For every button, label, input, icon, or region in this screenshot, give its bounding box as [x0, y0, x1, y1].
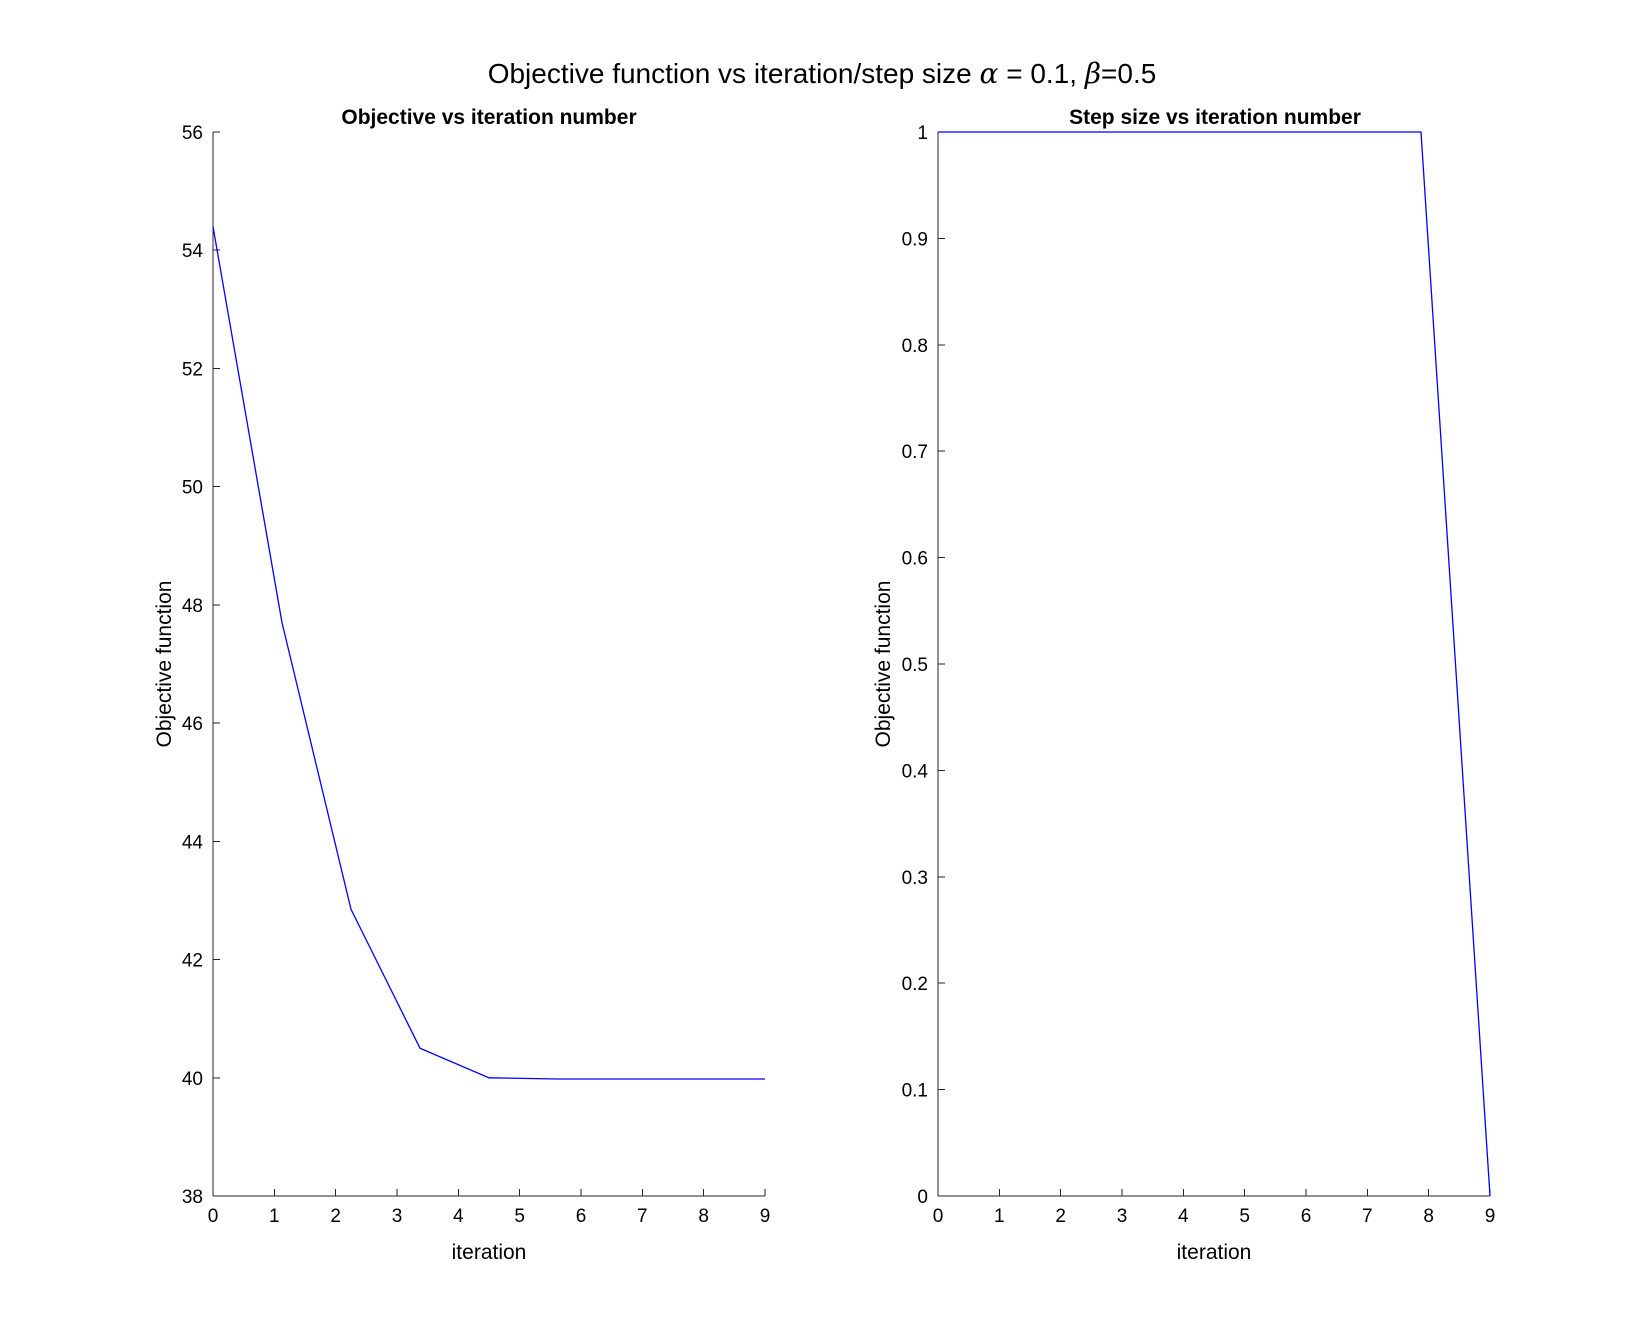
- beta-value: =0.5: [1101, 58, 1156, 89]
- subplot-step-size-x-tick-label: 6: [1301, 1206, 1312, 1227]
- figure-suptitle: Objective function vs iteration/step siz…: [488, 57, 1157, 90]
- subplot-step-size-y-tick-label: 0.6: [902, 549, 928, 570]
- subplot-objective-x-tick-label: 0: [208, 1206, 219, 1227]
- subplot-step-size-y-label: Objective function: [872, 581, 895, 748]
- subplot-step-size-line: [938, 131, 1491, 1197]
- subplot-step-size: Step size vs iteration number 0 1 2 3 4 5 6 7 8 9…: [872, 106, 1495, 1264]
- subplot-step-size-y-tick-label: 0.1: [902, 1081, 928, 1102]
- subplot-objective-x-tick-label: 7: [637, 1206, 648, 1227]
- subplot-objective-x-tick-label: 1: [269, 1206, 280, 1227]
- subplot-objective-y-tick-label: 56: [182, 123, 203, 144]
- subplot-step-size-x-tick-label: 1: [994, 1206, 1005, 1227]
- subplot-step-size-x-tick-label: 7: [1362, 1206, 1373, 1227]
- alpha-value: = 0.1,: [998, 58, 1084, 89]
- subplot-objective-x-tick-label: 2: [330, 1206, 341, 1227]
- subplot-step-size-title: Step size vs iteration number: [1069, 106, 1361, 129]
- subplot-step-size-x-tick-label: 0: [933, 1206, 944, 1227]
- subplot-objective-x-ticks: 0 1 2 3 4 5 6 7 8 9: [208, 1189, 771, 1227]
- subplot-objective-y-tick-label: 54: [182, 241, 204, 262]
- suptitle-prefix: Objective function vs iteration/step siz…: [488, 58, 980, 89]
- subplot-objective-title: Objective vs iteration number: [341, 106, 636, 129]
- subplot-step-size-y-ticks: 0 0.1 0.2 0.3 0.4 0.5 0.6 0.7 0.8 0.9 1: [902, 123, 945, 1208]
- beta-symbol: β: [1084, 57, 1101, 90]
- subplot-objective-y-tick-label: 38: [182, 1187, 203, 1208]
- subplot-step-size-y-tick-label: 1: [917, 123, 928, 144]
- subplot-objective-y-ticks: 38 40 42 44 46 48 50 52 54 56: [182, 123, 220, 1208]
- subplot-objective-x-label: iteration: [452, 1241, 527, 1264]
- subplot-step-size-y-tick-label: 0.8: [902, 336, 928, 357]
- subplot-step-size-x-tick-label: 8: [1423, 1206, 1434, 1227]
- subplot-objective-y-tick-label: 48: [182, 596, 203, 617]
- subplot-objective-x-tick-label: 9: [760, 1206, 771, 1227]
- subplot-step-size-y-tick-label: 0.5: [902, 655, 928, 676]
- subplot-step-size-y-tick-label: 0.9: [902, 229, 928, 250]
- subplot-objective-x-tick-label: 4: [453, 1206, 464, 1227]
- subplot-step-size-y-tick-label: 0: [917, 1187, 928, 1208]
- subplot-step-size-x-tick-label: 3: [1117, 1206, 1128, 1227]
- subplot-step-size-x-label: iteration: [1177, 1241, 1252, 1264]
- subplot-step-size-x-tick-label: 5: [1239, 1206, 1250, 1227]
- subplot-step-size-y-tick-label: 0.3: [902, 868, 928, 889]
- subplot-step-size-y-tick-label: 0.7: [902, 442, 928, 463]
- subplot-step-size-x-tick-label: 9: [1485, 1206, 1496, 1227]
- subplot-objective-x-tick-label: 6: [576, 1206, 587, 1227]
- subplot-objective-y-tick-label: 40: [182, 1069, 203, 1090]
- subplot-objective-y-tick-label: 44: [182, 832, 204, 853]
- subplot-objective-x-tick-label: 5: [514, 1206, 525, 1227]
- subplot-step-size-x-tick-label: 2: [1055, 1206, 1066, 1227]
- subplot-objective-x-tick-label: 3: [392, 1206, 403, 1227]
- subplot-step-size-x-ticks: 0 1 2 3 4 5 6 7 8 9: [933, 1189, 1496, 1227]
- subplot-step-size-y-tick-label: 0.2: [902, 974, 928, 995]
- subplot-objective-x-tick-label: 8: [698, 1206, 709, 1227]
- subplot-objective-y-tick-label: 52: [182, 359, 203, 380]
- subplot-step-size-y-tick-label: 0.4: [902, 761, 929, 782]
- alpha-symbol: α: [980, 57, 999, 90]
- subplot-objective-y-label: Objective function: [153, 581, 176, 748]
- subplot-objective-y-tick-label: 42: [182, 951, 203, 972]
- subplot-objective-y-tick-label: 50: [182, 478, 203, 499]
- subplot-objective-line: [212, 226, 765, 1080]
- subplot-step-size-x-tick-label: 4: [1178, 1206, 1189, 1227]
- subplot-objective-y-tick-label: 46: [182, 714, 203, 735]
